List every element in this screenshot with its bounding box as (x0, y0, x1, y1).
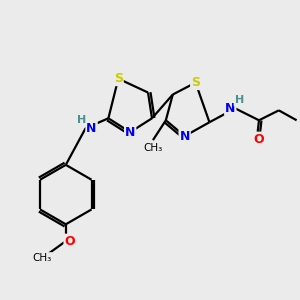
Text: N: N (125, 126, 135, 139)
Text: N: N (86, 122, 97, 135)
Text: H: H (235, 95, 244, 106)
Text: N: N (179, 130, 190, 142)
Text: CH₃: CH₃ (32, 253, 52, 263)
Text: CH₃: CH₃ (143, 143, 163, 153)
Text: S: S (114, 72, 123, 85)
Text: O: O (254, 133, 264, 146)
Text: S: S (191, 76, 200, 89)
Text: H: H (77, 115, 86, 125)
Text: O: O (64, 235, 75, 248)
Text: N: N (225, 102, 236, 115)
